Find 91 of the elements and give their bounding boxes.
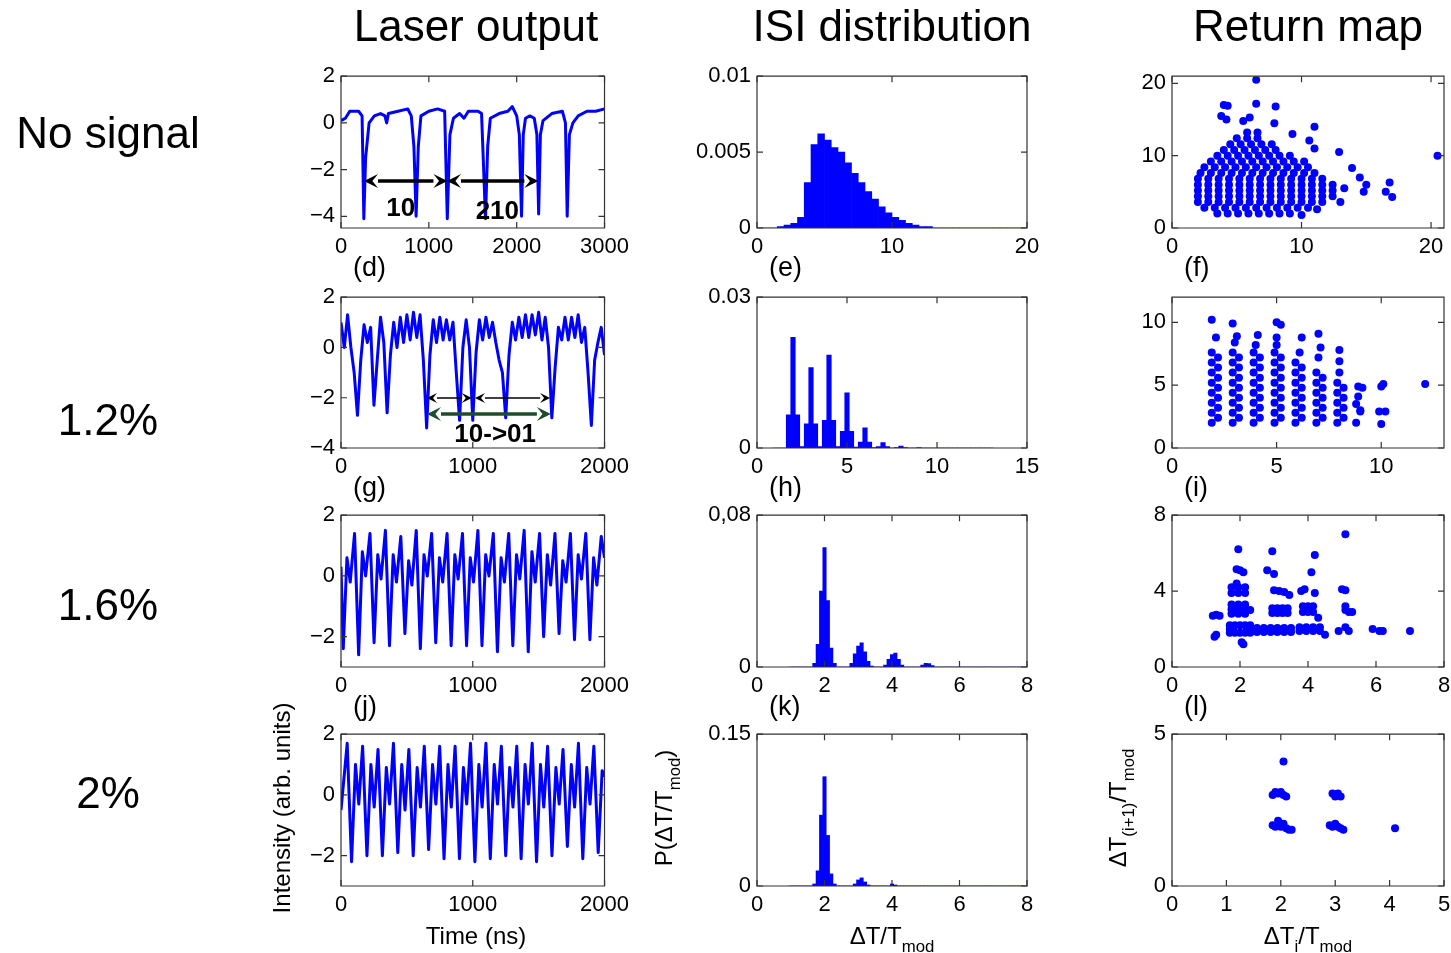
y-tick-label: 0 bbox=[1153, 434, 1166, 460]
y-tick-label: 0 bbox=[738, 434, 751, 460]
y-tick-label: 0 bbox=[1153, 214, 1166, 240]
x-tick-label: 10 bbox=[1289, 233, 1314, 259]
x-tick-label: 20 bbox=[1418, 233, 1444, 259]
text: (h) bbox=[769, 472, 802, 502]
y-tick-label: 4 bbox=[1153, 577, 1166, 603]
y-tick-label: 10 bbox=[1141, 141, 1166, 167]
y-tick-label: 8 bbox=[1153, 501, 1166, 527]
y-tick-label: 2 bbox=[322, 501, 335, 527]
x-tick-label: 4 bbox=[1301, 672, 1315, 698]
y-tick-label: 0 bbox=[738, 872, 751, 898]
x-tick-label: 6 bbox=[1369, 672, 1383, 698]
y-tick-label: 0.15 bbox=[708, 720, 751, 746]
x-tick-label: 20 bbox=[1014, 233, 1040, 259]
x-tick-label: 10 bbox=[924, 453, 950, 479]
x-tick-label: 1 bbox=[1220, 891, 1233, 917]
y-tick-label: 10 bbox=[1141, 308, 1166, 334]
y-tick-label: −4 bbox=[309, 434, 335, 460]
x-tick-label: 2000 bbox=[580, 672, 630, 698]
chart-title: Return map bbox=[1193, 1, 1423, 50]
x-tick-label: 1000 bbox=[448, 891, 498, 917]
y-tick-label: 0 bbox=[1153, 653, 1166, 679]
annotation: 10->01 bbox=[454, 417, 536, 448]
text: 2% bbox=[76, 768, 140, 817]
y-tick-label: −2 bbox=[309, 841, 335, 867]
x-tick-label: 4 bbox=[885, 672, 899, 698]
text: (j) bbox=[353, 691, 377, 721]
x-tick-label: 2000 bbox=[492, 233, 542, 259]
x-tick-label: 4 bbox=[1383, 891, 1396, 917]
x-axis-title: ΔT$_{i}$/T$_{mod}$ bbox=[1263, 922, 1353, 953]
x-tick-label: 15 bbox=[1014, 453, 1040, 479]
y-tick-label: 0.01 bbox=[708, 62, 751, 88]
y-tick-label: 0 bbox=[738, 653, 751, 679]
y-tick-label: 0 bbox=[1153, 872, 1166, 898]
x-tick-label: 2 bbox=[1233, 672, 1247, 698]
y-tick-label: −4 bbox=[309, 202, 335, 228]
y-tick-label: 0 bbox=[322, 561, 335, 587]
x-tick-label: 5 bbox=[840, 453, 854, 479]
text: 1.2% bbox=[57, 395, 159, 444]
y-tick-label: 0 bbox=[322, 108, 335, 134]
chart-title: Laser output bbox=[353, 1, 599, 50]
x-tick-label: 2 bbox=[1274, 891, 1287, 917]
x-tick-label: 1000 bbox=[448, 453, 498, 479]
x-tick-label: 10 bbox=[1368, 453, 1394, 479]
y-tick-label: 0 bbox=[322, 780, 335, 806]
x-tick-label: 6 bbox=[953, 891, 966, 917]
x-tick-label: 8 bbox=[1437, 672, 1451, 698]
x-axis-title: ΔT/T$_{mod}$ bbox=[849, 922, 935, 953]
y-tick-label: −2 bbox=[309, 383, 335, 409]
x-tick-label: 8 bbox=[1020, 891, 1034, 917]
annotation: 10 bbox=[386, 191, 416, 222]
y-tick-label: 0 bbox=[738, 214, 751, 240]
y-tick-label: 5 bbox=[1153, 371, 1166, 397]
text: (f) bbox=[1184, 252, 1210, 282]
y-tick-label: −2 bbox=[309, 622, 335, 648]
y-tick-label: −2 bbox=[309, 155, 335, 181]
y-tick-label: 0.005 bbox=[695, 138, 751, 164]
y-axis-title: Intensity (arb. units) bbox=[268, 702, 295, 913]
x-axis-title: Time (ns) bbox=[425, 922, 527, 949]
x-tick-label: 5 bbox=[1437, 891, 1451, 917]
text: (g) bbox=[353, 472, 386, 502]
x-tick-label: 2000 bbox=[580, 453, 630, 479]
text: (k) bbox=[769, 691, 801, 721]
y-tick-label: 5 bbox=[1153, 720, 1166, 746]
y-tick-label: 0.03 bbox=[708, 283, 751, 309]
x-tick-label: 5 bbox=[1270, 453, 1283, 479]
x-tick-label: 2000 bbox=[580, 891, 630, 917]
x-tick-label: 8 bbox=[1020, 672, 1034, 698]
y-tick-label: 2 bbox=[322, 720, 335, 746]
x-tick-label: 2 bbox=[818, 891, 831, 917]
text: (i) bbox=[1184, 472, 1208, 502]
text: 1.6% bbox=[57, 580, 159, 629]
x-tick-label: 3000 bbox=[580, 233, 630, 259]
text: (e) bbox=[769, 252, 802, 282]
x-tick-label: 3 bbox=[1329, 891, 1342, 917]
x-tick-label: 10 bbox=[879, 233, 905, 259]
y-tick-label: 20 bbox=[1141, 69, 1166, 95]
text: (d) bbox=[353, 252, 386, 282]
y-tick-label: 2 bbox=[322, 62, 335, 88]
chart-title: ISI distribution bbox=[752, 1, 1032, 50]
y-tick-label: 0 bbox=[322, 333, 335, 359]
x-tick-label: 4 bbox=[885, 891, 899, 917]
x-tick-label: 6 bbox=[953, 672, 966, 698]
y-tick-label: 2 bbox=[322, 283, 335, 309]
text: No signal bbox=[16, 108, 200, 157]
x-tick-label: 2 bbox=[818, 672, 831, 698]
x-tick-label: 1000 bbox=[404, 233, 454, 259]
text: (l) bbox=[1184, 691, 1208, 721]
y-tick-label: 0,08 bbox=[708, 501, 751, 527]
x-tick-label: 1000 bbox=[448, 672, 498, 698]
